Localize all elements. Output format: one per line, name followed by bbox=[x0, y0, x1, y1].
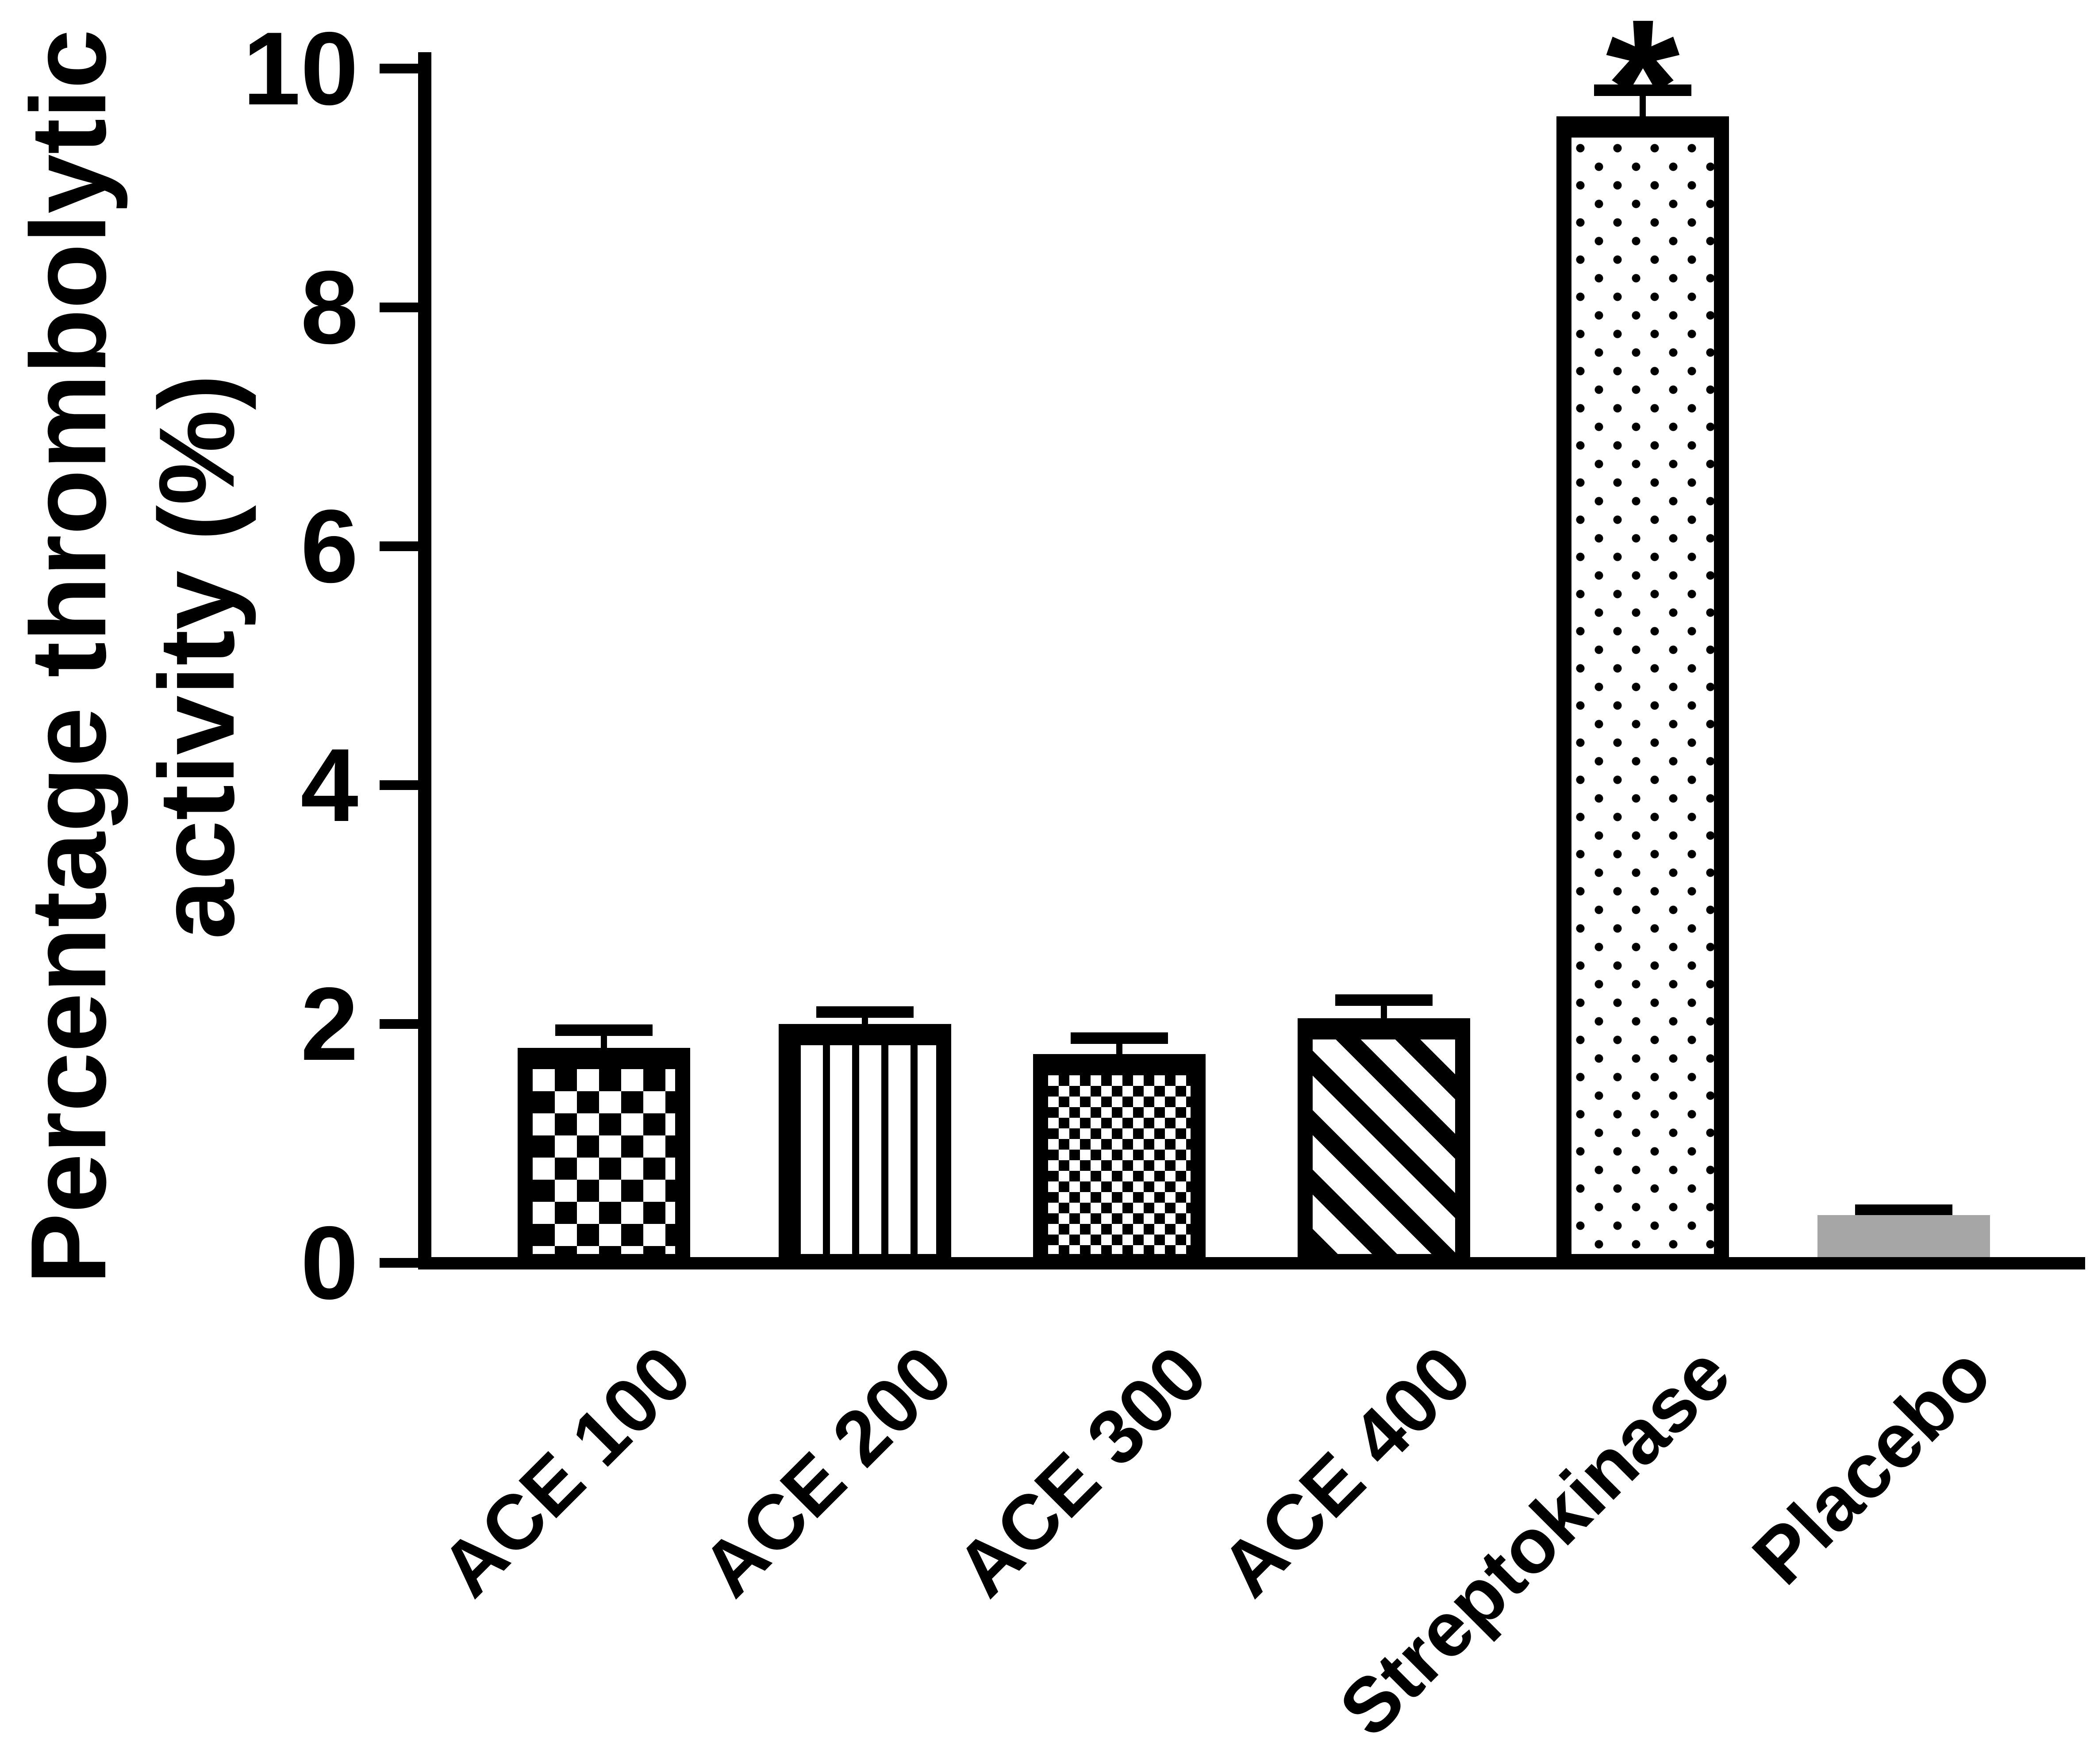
y-tick-label-10: 10 bbox=[242, 10, 358, 127]
y-tick-label-8: 8 bbox=[300, 249, 358, 365]
significance-asterisk: * bbox=[1606, 0, 1680, 192]
error-bar-cap-ace-400 bbox=[1335, 994, 1433, 1006]
bar-ace-300 bbox=[1033, 1054, 1206, 1269]
y-tick-6 bbox=[380, 541, 419, 551]
x-axis-line bbox=[418, 1257, 2085, 1269]
y-tick-label-2: 2 bbox=[300, 966, 358, 1082]
y-tick-8 bbox=[380, 303, 419, 312]
y-axis-line bbox=[418, 52, 431, 1269]
y-axis-title: Percentage thrombolytic activity (%) bbox=[4, 0, 261, 1369]
error-bar-cap-ace-100 bbox=[555, 1024, 653, 1036]
bar-ace-200 bbox=[779, 1024, 951, 1269]
y-axis-title-line1: Percentage thrombolytic bbox=[9, 29, 128, 1285]
error-bar-cap-ace-200 bbox=[816, 1006, 914, 1018]
y-tick-label-6: 6 bbox=[300, 488, 358, 604]
y-tick-label-0: 0 bbox=[300, 1204, 358, 1321]
error-bar-cap-ace-300 bbox=[1071, 1032, 1168, 1044]
y-tick-10 bbox=[380, 64, 419, 73]
y-axis-title-line2: activity (%) bbox=[137, 374, 257, 940]
bar-streptokinase bbox=[1556, 116, 1729, 1269]
y-tick-0 bbox=[380, 1258, 419, 1268]
y-tick-2 bbox=[380, 1019, 419, 1029]
error-bar-cap-placebo bbox=[1855, 1204, 1952, 1216]
y-tick-label-4: 4 bbox=[300, 727, 358, 843]
bar-ace-400 bbox=[1298, 1018, 1470, 1269]
bar-ace-100 bbox=[518, 1048, 690, 1269]
y-tick-4 bbox=[380, 780, 419, 790]
error-bar-cap-streptokinase bbox=[1594, 84, 1691, 96]
